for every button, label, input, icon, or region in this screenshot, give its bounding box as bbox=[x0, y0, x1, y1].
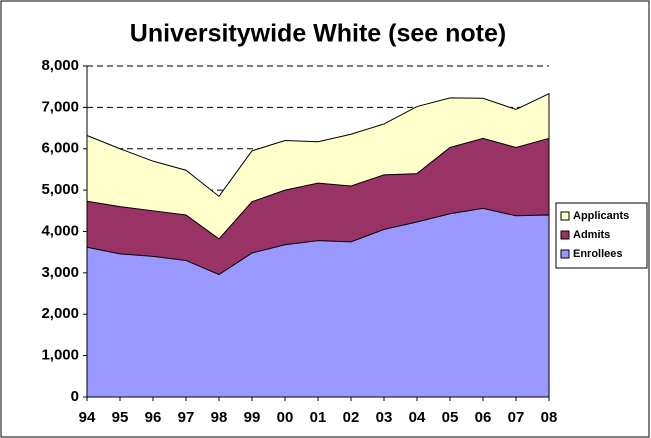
legend-label: Applicants bbox=[573, 210, 629, 222]
x-tick-label: 01 bbox=[310, 409, 327, 426]
y-tick-label: 2,000 bbox=[41, 305, 79, 322]
y-tick-label: 0 bbox=[71, 388, 79, 405]
legend-label: Admits bbox=[573, 229, 610, 241]
x-tick-label: 07 bbox=[508, 409, 525, 426]
legend bbox=[555, 202, 648, 269]
y-tick-label: 4,000 bbox=[41, 222, 79, 239]
x-tick-label: 94 bbox=[79, 409, 96, 426]
chart-title: Universitywide White (see note) bbox=[130, 20, 506, 48]
legend-swatch bbox=[560, 230, 570, 240]
x-tick-label: 05 bbox=[442, 409, 459, 426]
x-tick-label: 00 bbox=[277, 409, 294, 426]
x-tick-label: 08 bbox=[541, 409, 558, 426]
y-tick-label: 3,000 bbox=[41, 264, 79, 281]
legend-swatch bbox=[560, 249, 570, 259]
y-tick-label: 5,000 bbox=[41, 181, 79, 198]
x-tick-label: 97 bbox=[178, 409, 195, 426]
y-tick-label: 6,000 bbox=[41, 140, 79, 157]
x-tick-label: 99 bbox=[244, 409, 261, 426]
area bbox=[86, 207, 550, 398]
legend-swatch bbox=[560, 211, 570, 221]
y-tick-label: 1,000 bbox=[41, 347, 79, 364]
x-tick-label: 98 bbox=[211, 409, 228, 426]
legend-label: Enrollees bbox=[573, 248, 623, 260]
x-tick-label: 96 bbox=[145, 409, 162, 426]
x-tick-label: 03 bbox=[376, 409, 393, 426]
x-tick-label: 06 bbox=[475, 409, 492, 426]
x-tick-label: 02 bbox=[343, 409, 360, 426]
x-tick-label: 04 bbox=[409, 409, 426, 426]
y-tick-label: 7,000 bbox=[41, 98, 79, 115]
y-tick-label: 8,000 bbox=[41, 57, 79, 74]
x-tick-label: 95 bbox=[112, 409, 129, 426]
